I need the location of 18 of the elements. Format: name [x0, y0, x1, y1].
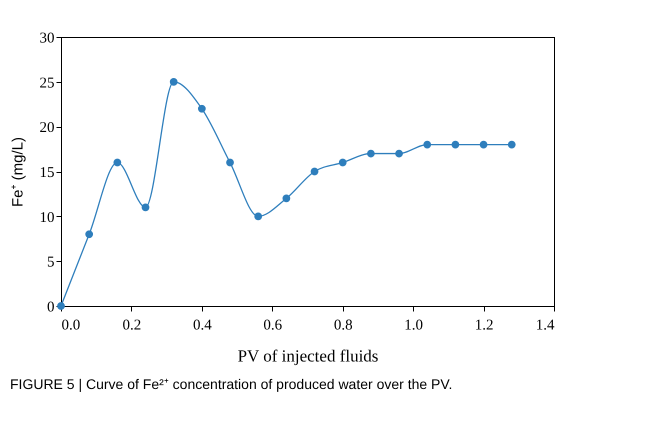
y-tick-label: 25 — [40, 75, 54, 92]
y-tick-label: 20 — [40, 120, 54, 136]
x-tick-label: 0.8 — [334, 318, 353, 334]
y-tick-label: 0 — [47, 300, 54, 316]
y-axis-title: Fe⁺ (mg/L) — [10, 136, 26, 208]
x-tick-label: 1.0 — [404, 318, 424, 334]
y-tick-label: 30 — [40, 30, 54, 46]
x-axis-title: PV of injected fluids — [238, 346, 378, 366]
x-tick-label: 1.2 — [474, 318, 494, 334]
x-tick-label: 0.4 — [192, 318, 212, 334]
caption: FIGURE 5 | Curve of Fe²⁺ concentration of produced water over the PV. — [10, 376, 452, 392]
x-tick-label: 0.0 — [62, 318, 80, 334]
x-tick-label: 1.4 — [536, 318, 555, 334]
y-tick-label: 15 — [40, 165, 54, 181]
x-tick-label: 0.2 — [122, 318, 142, 334]
x-tick-label: 0.6 — [263, 318, 283, 334]
y-tick-label: 5 — [47, 254, 54, 271]
y-tick-label: 10 — [40, 210, 54, 226]
